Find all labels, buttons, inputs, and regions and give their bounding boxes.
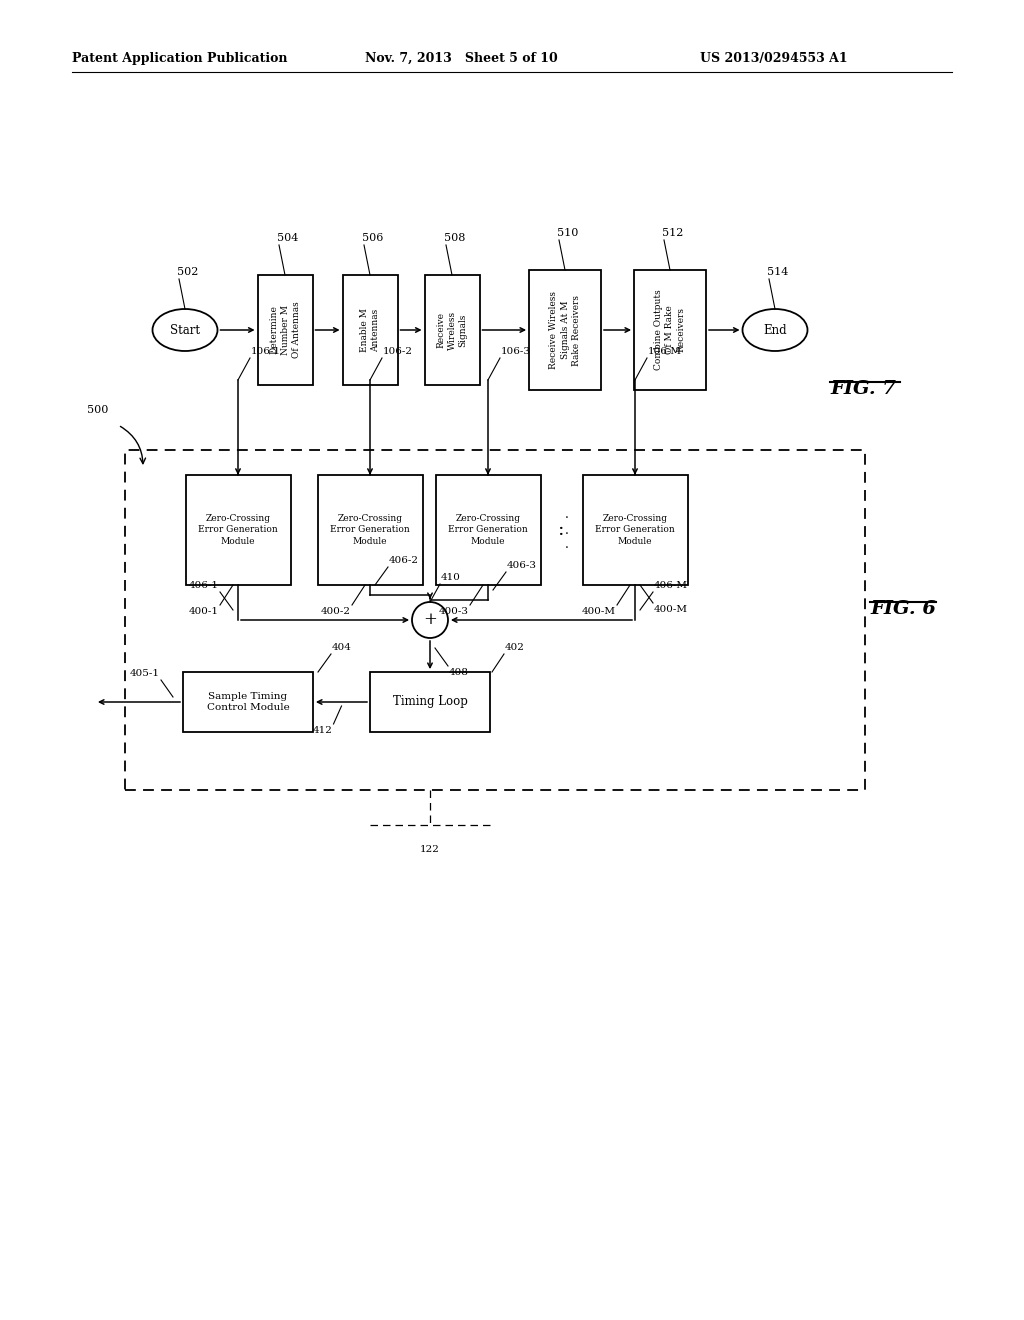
Bar (342, 275, 397, 385)
Text: .
.
.: . . . (564, 508, 568, 552)
Bar (317, 475, 423, 585)
Text: 406-1: 406-1 (189, 581, 219, 590)
Text: 400-2: 400-2 (321, 607, 351, 616)
Text: Patent Application Publication: Patent Application Publication (72, 51, 288, 65)
Bar (257, 275, 312, 385)
Text: 406-2: 406-2 (389, 556, 419, 565)
Bar (425, 275, 479, 385)
Text: US 2013/0294553 A1: US 2013/0294553 A1 (700, 51, 848, 65)
Text: 405-1: 405-1 (130, 669, 160, 678)
Text: 402: 402 (505, 643, 525, 652)
Bar (435, 475, 541, 585)
Text: Timing Loop: Timing Loop (392, 696, 467, 709)
Text: End: End (763, 323, 786, 337)
Text: Enable M
Antennas: Enable M Antennas (360, 308, 380, 352)
Bar (183, 672, 313, 733)
Text: 506: 506 (362, 234, 383, 243)
Text: +: + (423, 611, 437, 628)
Bar (529, 271, 601, 389)
Text: 400-1: 400-1 (189, 607, 219, 616)
Text: 400-3: 400-3 (439, 607, 469, 616)
Text: 412: 412 (312, 726, 333, 735)
Text: 508: 508 (444, 234, 465, 243)
Text: FIG. 6: FIG. 6 (870, 601, 936, 618)
Text: 406-M: 406-M (654, 581, 688, 590)
Text: 504: 504 (278, 234, 298, 243)
Text: 404: 404 (332, 643, 352, 652)
Text: Start: Start (170, 323, 200, 337)
Ellipse shape (153, 309, 217, 351)
Bar (370, 672, 490, 733)
Text: 106-2: 106-2 (383, 347, 413, 356)
Text: :: : (558, 521, 565, 539)
Text: 106-M: 106-M (648, 347, 682, 356)
Text: 400-M: 400-M (654, 605, 688, 614)
Text: Zero-Crossing
Error Generation
Module: Zero-Crossing Error Generation Module (198, 515, 278, 545)
Text: Nov. 7, 2013   Sheet 5 of 10: Nov. 7, 2013 Sheet 5 of 10 (365, 51, 558, 65)
Text: Determine
Number M
Of Antennas: Determine Number M Of Antennas (269, 302, 301, 358)
Text: Receive Wireless
Signals At M
Rake Receivers: Receive Wireless Signals At M Rake Recei… (550, 290, 581, 370)
Text: 122: 122 (420, 845, 440, 854)
Text: 502: 502 (177, 267, 199, 277)
Text: 406-3: 406-3 (507, 561, 537, 570)
Text: 510: 510 (557, 228, 579, 238)
Bar (125, 450, 865, 789)
Text: 106-1: 106-1 (251, 347, 281, 356)
Ellipse shape (742, 309, 808, 351)
Text: 106-3: 106-3 (501, 347, 531, 356)
Text: FIG. 7: FIG. 7 (830, 380, 896, 399)
Text: Sample Timing
Control Module: Sample Timing Control Module (207, 692, 290, 711)
Text: Receive
Wireless
Signals: Receive Wireless Signals (436, 310, 468, 350)
Bar (583, 475, 687, 585)
Bar (634, 271, 706, 389)
Bar (185, 475, 291, 585)
Text: Zero-Crossing
Error Generation
Module: Zero-Crossing Error Generation Module (449, 515, 528, 545)
Text: 512: 512 (662, 228, 683, 238)
Text: 410: 410 (441, 573, 461, 582)
Text: 500: 500 (87, 405, 108, 414)
Text: Combine Outputs
Of M Rake
Receivers: Combine Outputs Of M Rake Receivers (654, 289, 686, 371)
Text: Zero-Crossing
Error Generation
Module: Zero-Crossing Error Generation Module (595, 515, 675, 545)
Text: Zero-Crossing
Error Generation
Module: Zero-Crossing Error Generation Module (330, 515, 410, 545)
Text: 514: 514 (767, 267, 788, 277)
Text: 408: 408 (449, 668, 469, 677)
Text: 400-M: 400-M (582, 607, 616, 616)
